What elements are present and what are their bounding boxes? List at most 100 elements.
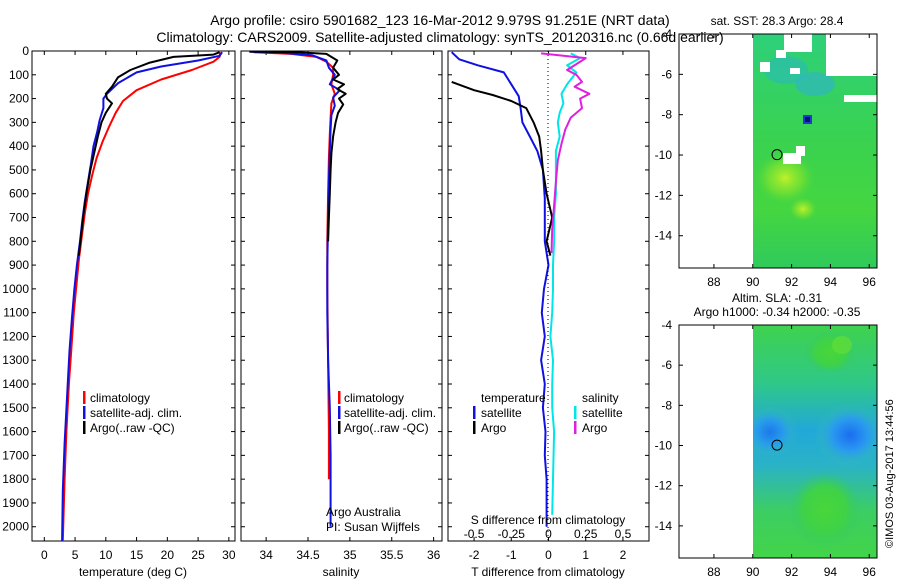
y-tick-label: 1900	[2, 496, 29, 510]
map-x-tick-label: 94	[824, 565, 838, 579]
legend-swatch-climatology	[83, 391, 86, 404]
x-tick-label: -2	[469, 548, 480, 562]
sla-high-patch	[789, 472, 861, 548]
series-line-s-argo	[540, 52, 591, 254]
map-x-tick-label: 90	[746, 275, 760, 289]
header-line-1: Argo profile: csiro 5901682_123 16-Mar-2…	[210, 12, 669, 28]
argo-australia-note: Argo Australia	[326, 505, 401, 519]
legend-temperature-heading: temperature	[481, 391, 546, 405]
sla-map-frame	[678, 324, 878, 559]
sla-high-patch	[832, 336, 852, 354]
x-tick-label: 35.5	[380, 548, 404, 562]
legend-label-climatology: climatology	[344, 391, 404, 405]
legend-label-climatology: climatology	[90, 391, 150, 405]
difference-axis-ticks: -2 -1 0 1 2 -0.5 -0.25 0 0.25 0.5	[448, 50, 649, 562]
x-tick-label: 1	[582, 548, 589, 562]
y-tick-label: 1500	[2, 401, 29, 415]
sst-heatmap	[753, 34, 877, 268]
top-tick-label: -0.25	[498, 527, 526, 541]
x-tick-label: -1	[506, 548, 517, 562]
legend-swatch-satellite	[83, 406, 86, 419]
sla-map-title-2: Argo h1000: -0.34 h2000: -0.35	[694, 305, 861, 319]
map-y-tick-label: -14	[655, 519, 673, 533]
legend-s-argo: Argo	[582, 421, 608, 435]
sst-map-title: sat. SST: 28.3 Argo: 28.4	[711, 14, 844, 28]
legend-swatch-argo	[338, 421, 341, 434]
top-tick-label: -0.5	[464, 527, 485, 541]
legend-swatch-t-argo	[473, 421, 476, 434]
y-tick-label: 0	[22, 44, 29, 58]
map-x-tick-label: 88	[707, 565, 721, 579]
map-y-tick-label: -10	[655, 439, 673, 453]
temperature-plot-frame	[31, 50, 236, 542]
y-tick-label: 1100	[3, 306, 29, 320]
y-tick-label: 900	[9, 258, 29, 272]
map-x-tick-label: 96	[863, 275, 877, 289]
map-x-tick-label: 92	[785, 565, 799, 579]
sst-warm-patch	[755, 152, 815, 204]
map-y-tick-label: -8	[661, 398, 672, 412]
y-tick-label: 600	[9, 187, 29, 201]
map-x-tick-label: 92	[785, 275, 799, 289]
salinity-plot-frame	[240, 50, 443, 542]
x-tick-label: 2	[620, 548, 627, 562]
series-line-t-satellite	[451, 51, 550, 527]
map-y-tick-label: -6	[661, 358, 672, 372]
y-tick-label: 1000	[2, 282, 29, 296]
legend-swatch-climatology	[338, 391, 341, 404]
salinity-legend: climatology satellite-adj. clim. Argo(..…	[338, 391, 436, 435]
y-tick-label: 1400	[2, 377, 29, 391]
y-tick-label: 1700	[2, 448, 29, 462]
legend-label-satellite: satellite-adj. clim.	[90, 406, 182, 420]
sst-map-frame	[678, 33, 878, 269]
series-line-satellite-adj-clim	[249, 50, 341, 527]
legend-t-satellite: satellite	[481, 406, 522, 420]
x-tick-label: 25	[191, 548, 205, 562]
difference-xlabel: T difference from climatology	[471, 565, 625, 579]
sla-map-title: Altim. SLA: -0.31	[732, 291, 822, 305]
sst-map-axis-ticks: -4 -6 -8 -10 -12 -14 88 90 92 94 96	[655, 27, 877, 289]
x-tick-label: 30	[222, 548, 236, 562]
map-y-tick-label: -12	[655, 188, 673, 202]
difference-legend: temperature satellite Argo salinity sate…	[473, 391, 623, 435]
y-tick-label: 400	[9, 139, 29, 153]
legend-salinity-heading: salinity	[582, 391, 619, 405]
argo-float-marker	[771, 439, 783, 451]
sst-cool-patch	[764, 56, 808, 84]
pi-note: PI: Susan Wijffels	[326, 520, 420, 534]
salinity-xlabel: salinity	[323, 565, 360, 579]
legend-label-argo: Argo(..raw -QC)	[90, 421, 175, 435]
map-x-tick-label: 96	[863, 565, 877, 579]
legend-swatch-argo	[83, 421, 86, 434]
series-line-argo-raw-qc	[249, 50, 347, 242]
sla-heatmap	[753, 325, 877, 558]
map-y-tick-label: -14	[655, 229, 673, 243]
map-y-tick-label: -4	[661, 318, 672, 332]
top-tick-label: 0.25	[574, 527, 598, 541]
x-tick-label: 0	[545, 548, 552, 562]
temperature-xlabel: temperature (deg C)	[79, 565, 187, 579]
y-tick-label: 700	[9, 211, 29, 225]
sst-cloud-gap	[783, 153, 801, 164]
sst-cool-patch	[795, 72, 835, 96]
map-x-tick-label: 94	[824, 275, 838, 289]
x-tick-label: 5	[72, 548, 79, 562]
map-y-tick-label: -10	[655, 148, 673, 162]
x-tick-label: 34	[259, 548, 273, 562]
sst-cloud-gap	[844, 95, 877, 102]
legend-label-argo: Argo(..raw -QC)	[344, 421, 429, 435]
x-tick-label: 36	[427, 548, 441, 562]
series-line-satellite-adj-clim	[61, 51, 223, 542]
series-line-t-argo	[451, 80, 554, 256]
salinity-series	[249, 50, 347, 527]
x-tick-label: 15	[130, 548, 144, 562]
difference-top-label: S difference from climatology	[471, 513, 626, 527]
legend-t-argo: Argo	[481, 421, 507, 435]
legend-label-satellite: satellite-adj. clim.	[344, 406, 436, 420]
series-line-argo-raw-qc	[77, 51, 220, 256]
imos-timestamp: ©IMOS 03-Aug-2017 13:44:56	[884, 399, 896, 548]
sst-cloud-gap	[790, 68, 800, 74]
y-tick-label: 200	[9, 92, 29, 106]
series-line-climatology	[61, 52, 222, 542]
x-tick-label: 10	[99, 548, 113, 562]
